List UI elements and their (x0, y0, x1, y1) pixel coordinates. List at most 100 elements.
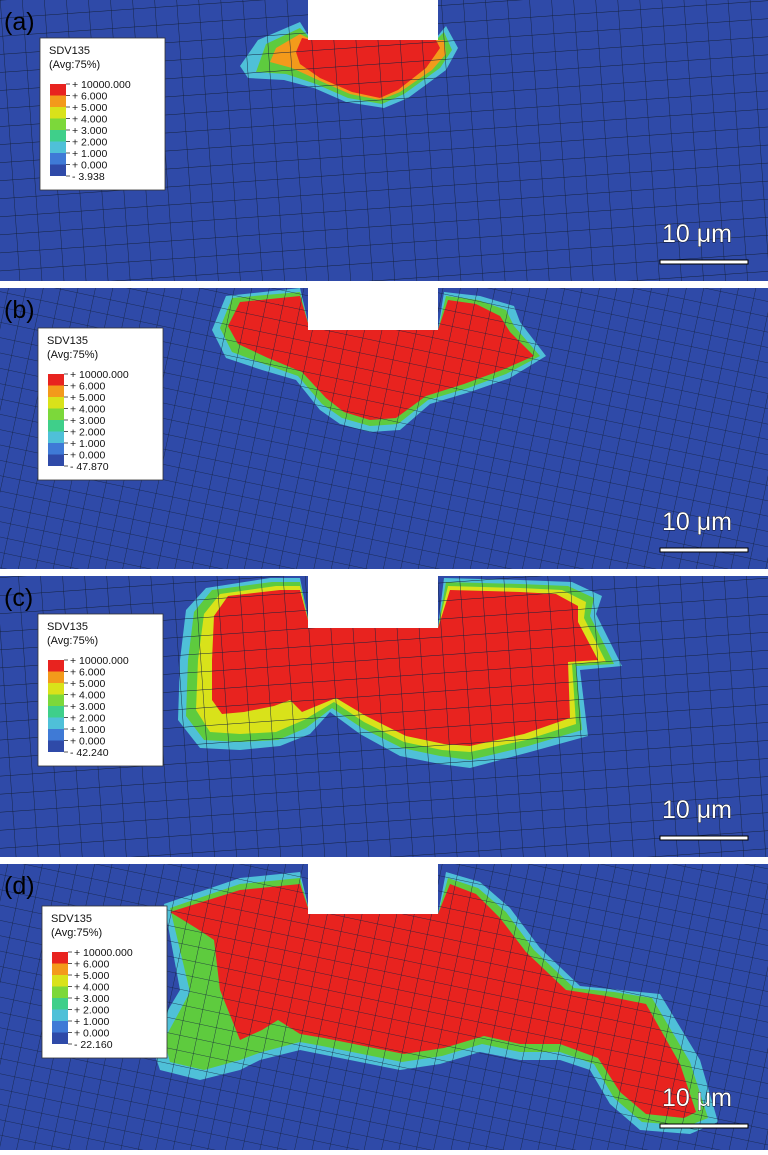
legend-level: + 2.000 (70, 713, 105, 725)
legend-swatch (48, 431, 64, 443)
legend-swatch (48, 729, 64, 741)
legend-swatch (52, 952, 68, 964)
legend-level: + 6.000 (70, 667, 105, 679)
legend-title: SDV135 (49, 45, 90, 57)
legend: SDV135 (Avg:75%) + 10000.000+ 6.000+ 5.000… (37, 613, 164, 767)
legend-level: + 3.000 (70, 415, 105, 427)
scale-bar-line (659, 259, 749, 265)
scale-bar-label: 10 μm (662, 220, 732, 248)
legend-level: - 22.160 (74, 1039, 113, 1051)
legend-level: + 0.000 (74, 1028, 109, 1040)
legend-level: + 6.000 (72, 91, 107, 103)
legend: SDV135 (Avg:75%) + 10000.000+ 6.000+ 5.000… (41, 905, 168, 1059)
legend-level: + 3.000 (72, 125, 107, 137)
panel-overlay-4: (d) SDV135 (Avg:75%) + 10000.000+ 6.000+ 5.… (4, 872, 749, 1129)
panel-label: (d) (4, 872, 35, 900)
panel-separator (0, 569, 768, 576)
scale-bar-line (659, 547, 749, 553)
legend-level: + 6.000 (74, 959, 109, 971)
legend-subtitle: (Avg:75%) (47, 635, 98, 647)
legend-swatch (48, 671, 64, 683)
legend-swatch (52, 1009, 68, 1021)
legend-level: + 10000.000 (70, 369, 129, 381)
legend-level: - 3.938 (72, 171, 105, 183)
legend-swatch (52, 963, 68, 975)
legend-level: + 5.000 (72, 102, 107, 114)
legend-swatch (48, 740, 64, 752)
legend-swatch (50, 95, 66, 107)
panel-separator (0, 857, 768, 864)
legend-swatch (50, 141, 66, 153)
legend-level: - 42.240 (70, 747, 109, 759)
legend-swatch (48, 660, 64, 672)
legend-swatch (48, 717, 64, 729)
legend: SDV135 (Avg:75%) + 10000.000+ 6.000+ 5.000… (39, 37, 166, 191)
scale-bar: 10 μm (659, 796, 749, 841)
legend-swatch (50, 130, 66, 142)
legend-swatch (52, 986, 68, 998)
legend-level: + 0.000 (70, 450, 105, 462)
indenter-void (308, 0, 438, 40)
scale-bar-line (659, 835, 749, 841)
scale-bar: 10 μm (659, 1084, 749, 1129)
legend-swatch (50, 118, 66, 130)
panel-overlay-3: (c) SDV135 (Avg:75%) + 10000.000+ 6.000+ 5.… (4, 584, 749, 841)
legend-level: - 47.870 (70, 461, 109, 473)
legend-subtitle: (Avg:75%) (49, 59, 100, 71)
legend-swatch (48, 385, 64, 397)
legend-swatch (50, 84, 66, 96)
legend-title: SDV135 (51, 913, 92, 925)
panel-label: (a) (4, 8, 35, 36)
legend-swatch (52, 1032, 68, 1044)
legend-level: + 10000.000 (70, 655, 129, 667)
legend-swatch (48, 454, 64, 466)
scale-bar-label: 10 μm (662, 508, 732, 536)
legend-level: + 10000.000 (72, 79, 131, 91)
legend-level: + 3.000 (74, 993, 109, 1005)
scale-bar-line (659, 1123, 749, 1129)
legend-swatch (50, 107, 66, 119)
legend-level: + 4.000 (70, 404, 105, 416)
panel-label: (b) (4, 296, 35, 324)
legend: SDV135 (Avg:75%) + 10000.000+ 6.000+ 5.000… (37, 327, 164, 481)
legend-level: + 4.000 (70, 690, 105, 702)
legend-level: + 3.000 (70, 701, 105, 713)
legend-swatch (52, 998, 68, 1010)
legend-swatch (48, 420, 64, 432)
indenter-void (308, 864, 438, 914)
indenter-void (308, 288, 438, 330)
panel-label: (c) (4, 584, 33, 612)
legend-swatch (50, 153, 66, 165)
legend-swatch (48, 683, 64, 695)
legend-level: + 4.000 (74, 982, 109, 994)
legend-title: SDV135 (47, 335, 88, 347)
legend-level: + 2.000 (70, 427, 105, 439)
legend-swatch (48, 706, 64, 718)
legend-swatch (48, 694, 64, 706)
scale-bar-label: 10 μm (662, 1084, 732, 1112)
legend-level: + 1.000 (70, 724, 105, 736)
legend-level: + 5.000 (70, 392, 105, 404)
legend-swatch (48, 443, 64, 455)
legend-subtitle: (Avg:75%) (51, 927, 102, 939)
legend-level: + 2.000 (72, 137, 107, 149)
panel-overlay-2: (b) SDV135 (Avg:75%) + 10000.000+ 6.000+ 5.… (4, 296, 749, 553)
panel-separator (0, 281, 768, 288)
legend-title: SDV135 (47, 621, 88, 633)
legend-swatch (52, 1021, 68, 1033)
overlays: (a)SDV135(Avg:75%)+ 10000.000+ 6.000+ 5.… (4, 8, 749, 1129)
legend-swatch (50, 164, 66, 176)
legend-level: + 4.000 (72, 114, 107, 126)
legend-level: + 5.000 (74, 970, 109, 982)
scale-bar-label: 10 μm (662, 796, 732, 824)
legend-level: + 6.000 (70, 381, 105, 393)
legend-level: + 2.000 (74, 1005, 109, 1017)
legend-level: + 10000.000 (74, 947, 133, 959)
indenter-void (308, 576, 438, 628)
legend-level: + 1.000 (72, 148, 107, 160)
scale-bar: 10 μm (659, 508, 749, 553)
legend-level: + 0.000 (72, 160, 107, 172)
legend-swatch (48, 374, 64, 386)
